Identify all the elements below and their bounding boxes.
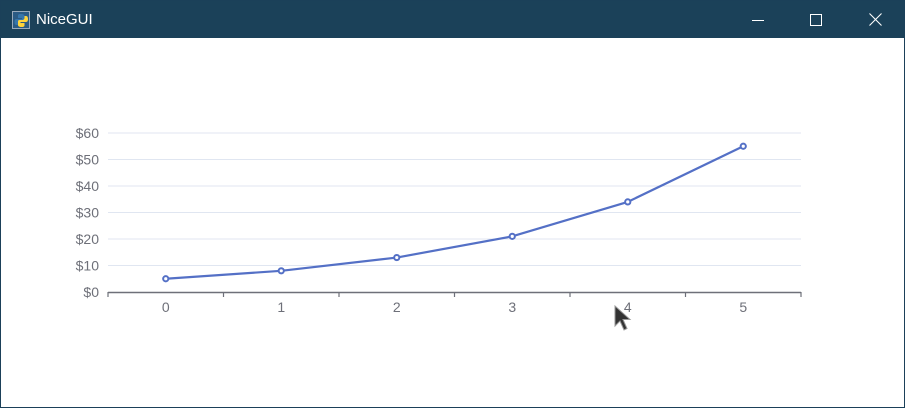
y-tick-label: $30 (76, 205, 100, 221)
x-axis-labels: 0 1 2 3 4 5 (162, 299, 748, 315)
data-point[interactable] (162, 275, 170, 283)
x-tick-label: 5 (739, 299, 747, 315)
nicegui-python-icon (12, 11, 30, 29)
y-tick-label: $40 (76, 178, 100, 194)
minimize-button[interactable] (729, 1, 787, 38)
maximize-icon (810, 13, 822, 26)
window-title: NiceGUI (36, 11, 93, 28)
x-tick-label: 0 (162, 299, 170, 315)
grid-lines (108, 132, 801, 266)
series-line (165, 145, 744, 280)
data-point[interactable] (508, 232, 516, 240)
x-tick-label: 2 (393, 299, 401, 315)
line-chart[interactable]: $0 $10 $20 $30 $40 $50 $60 0 1 2 3 4 5 (1, 38, 904, 408)
y-tick-label: $10 (76, 258, 100, 274)
y-tick-label: $50 (76, 152, 100, 168)
y-tick-label: $60 (76, 125, 100, 141)
x-tick-label: 4 (624, 299, 632, 315)
series-line-group (165, 145, 744, 280)
x-tick-label: 1 (277, 299, 285, 315)
data-point[interactable] (739, 142, 747, 150)
series-points[interactable] (162, 142, 747, 283)
minimize-icon (752, 19, 764, 21)
maximize-button[interactable] (787, 1, 845, 38)
title-bar[interactable]: NiceGUI (1, 1, 904, 38)
y-tick-label: $20 (76, 231, 100, 247)
y-tick-label: $0 (83, 284, 99, 300)
data-point[interactable] (624, 198, 632, 206)
close-button[interactable] (846, 1, 904, 38)
mouse-cursor-icon (614, 304, 632, 331)
data-point[interactable] (393, 253, 401, 262)
close-icon (868, 13, 882, 26)
data-point[interactable] (277, 267, 285, 275)
x-tick-label: 3 (508, 299, 516, 315)
x-axis (107, 291, 802, 297)
y-axis-labels: $0 $10 $20 $30 $40 $50 $60 (76, 125, 100, 300)
